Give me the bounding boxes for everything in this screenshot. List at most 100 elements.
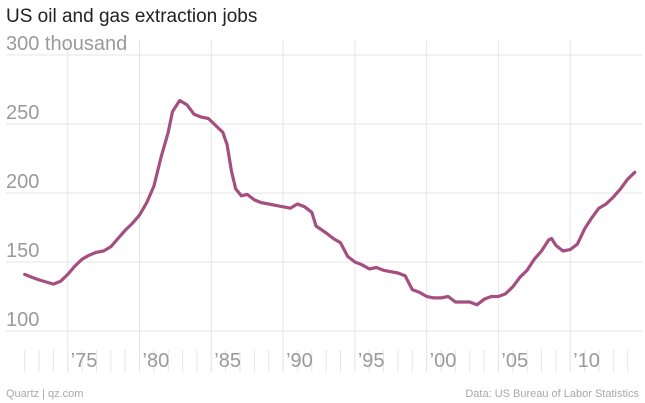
data-point	[275, 204, 277, 207]
data-point	[555, 244, 557, 247]
data-point	[88, 254, 91, 256]
data-point	[605, 203, 607, 205]
data-point	[547, 239, 550, 241]
data-point	[138, 214, 141, 216]
data-point	[282, 206, 284, 208]
data-point	[267, 203, 270, 205]
x-tick-label: ’95	[358, 350, 385, 372]
data-point	[598, 207, 600, 209]
data-point	[339, 241, 342, 244]
data-point	[153, 185, 155, 187]
data-point	[178, 99, 181, 102]
data-point	[512, 286, 514, 288]
data-point	[433, 297, 435, 299]
x-tick-label: ’00	[430, 350, 457, 372]
series-layer	[23, 98, 637, 307]
data-point	[519, 276, 521, 279]
data-point	[59, 280, 62, 283]
y-tick-label: 200	[6, 171, 39, 193]
data-point	[397, 272, 399, 274]
data-point	[404, 275, 406, 277]
x-axis-ticks: ’75 ’80 ’85 ’90 ’95 ’00 ’05 ’10	[71, 350, 600, 372]
data-point	[576, 243, 579, 245]
data-point	[171, 110, 174, 113]
data-point	[461, 301, 464, 303]
y-tick-label: 250	[6, 102, 39, 124]
x-tick-label: ’75	[71, 350, 98, 372]
y-tick-label: 100	[6, 309, 39, 331]
data-point	[315, 225, 317, 227]
data-point	[476, 304, 478, 306]
data-point	[418, 291, 421, 294]
data-point	[332, 237, 335, 240]
data-point	[31, 276, 33, 279]
data-point	[382, 269, 385, 272]
data-point	[447, 295, 450, 298]
data-point	[497, 295, 500, 298]
data-point	[186, 103, 188, 106]
y-tick-label: 150	[6, 240, 39, 262]
data-point	[52, 283, 55, 285]
data-point	[38, 279, 40, 281]
x-tick-label: ’05	[501, 350, 528, 372]
data-point	[626, 178, 629, 180]
data-point	[45, 281, 47, 283]
data-point	[483, 298, 485, 301]
x-tick-label: ’90	[286, 350, 313, 372]
data-point	[246, 193, 248, 196]
data-point	[619, 188, 622, 190]
data-point	[533, 258, 536, 261]
data-point	[583, 228, 586, 230]
data-point	[214, 124, 217, 127]
data-point	[296, 203, 299, 205]
data-point	[390, 270, 392, 273]
data-point	[230, 170, 233, 172]
x-tick-label: ’80	[143, 350, 170, 372]
data-point	[540, 250, 543, 252]
data-point	[325, 232, 328, 234]
data-point	[311, 211, 313, 214]
data-point	[591, 217, 593, 219]
data-point	[375, 266, 378, 269]
data-point	[289, 207, 292, 209]
grid-layer	[6, 40, 642, 372]
x-tick-label: ’85	[214, 350, 241, 372]
data-point	[562, 250, 564, 252]
data-point	[504, 292, 507, 295]
data-point	[102, 250, 105, 252]
data-point	[160, 156, 162, 158]
data-point	[23, 273, 26, 276]
data-point	[361, 264, 363, 266]
data-point	[368, 268, 371, 270]
data-point	[634, 171, 636, 174]
x-tick-label: ’10	[573, 350, 600, 372]
data-point	[526, 269, 528, 272]
data-point	[234, 188, 237, 190]
data-point	[81, 258, 83, 261]
data-point	[260, 201, 263, 204]
data-point	[425, 295, 428, 298]
data-point	[200, 116, 203, 118]
data-point	[253, 199, 256, 201]
data-point	[240, 195, 243, 197]
data-point	[569, 248, 571, 251]
data-point	[124, 229, 126, 232]
footer-data-source: Data: US Bureau of Labor Statistics	[465, 388, 639, 400]
data-point	[490, 295, 493, 298]
data-point	[66, 273, 69, 276]
data-point	[226, 143, 228, 146]
data-point	[131, 222, 134, 225]
data-point	[468, 301, 471, 303]
data-point	[145, 201, 148, 204]
data-point	[74, 265, 76, 267]
data-point	[612, 196, 615, 198]
data-point	[110, 246, 112, 248]
data-point	[454, 301, 457, 303]
series-line-jobs	[23, 98, 637, 307]
data-point	[303, 206, 306, 208]
data-point	[354, 261, 356, 263]
data-point	[222, 131, 224, 134]
data-point	[117, 237, 119, 240]
data-point	[411, 288, 414, 291]
